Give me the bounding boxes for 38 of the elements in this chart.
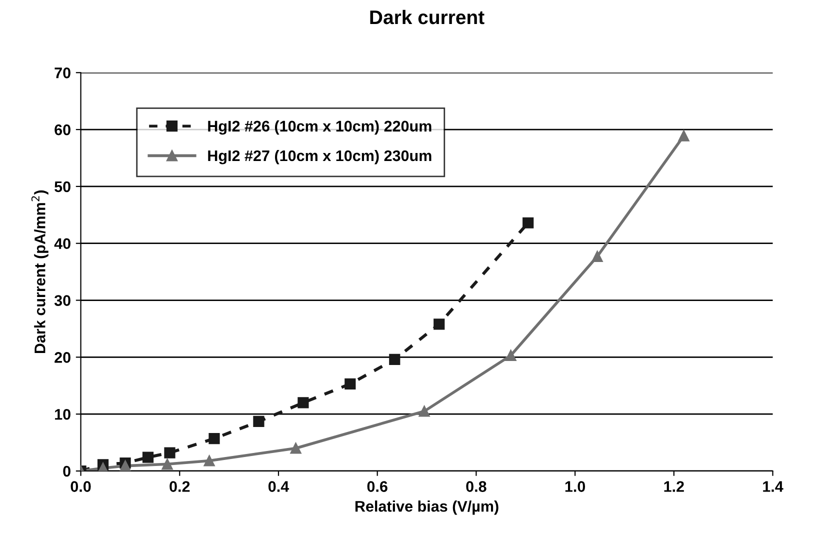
y-tick-label: 50: [54, 181, 70, 192]
point: [290, 442, 302, 454]
x-tick-label: 0.4: [268, 481, 290, 492]
y-tick-label: 20: [54, 352, 70, 363]
point: [434, 318, 445, 330]
y-tick-label: 40: [54, 238, 70, 250]
point: [253, 416, 264, 428]
point: [522, 217, 534, 228]
point: [505, 350, 516, 362]
y-tick-label: 30: [54, 295, 70, 306]
x-tick-label: 0.8: [466, 481, 486, 492]
x-axis-title: Relative bias (V/µm): [355, 500, 498, 515]
x-tick-label: 1.0: [565, 481, 586, 492]
point: [298, 397, 309, 408]
point: [678, 130, 690, 142]
y-tick-label: 0: [63, 466, 70, 477]
point: [204, 455, 215, 466]
x-tick-label: 1.2: [664, 481, 684, 492]
y-axis-title: Dark current (pA/mm$^{2}$): [31, 190, 48, 354]
point: [208, 433, 220, 444]
x-tick-label: 1.4: [763, 481, 784, 492]
x-tick-label: 0.2: [170, 481, 190, 492]
point: [164, 447, 176, 458]
point: [142, 452, 154, 463]
chart-title: Dark current: [370, 10, 484, 24]
legend-label: HgI2 #27 (10cm x 10cm) 230um: [208, 150, 432, 164]
legend-label: HgI2 #26 (10cm x 10cm) 220um: [208, 120, 432, 135]
y-tick-label: 60: [54, 124, 70, 136]
y-tick-label: 10: [55, 408, 70, 420]
x-tick-label: 0.0: [70, 481, 91, 492]
point: [592, 250, 603, 262]
x-tick-label: 0.6: [367, 481, 388, 492]
point: [389, 354, 400, 366]
point: [162, 458, 173, 470]
point: [120, 460, 131, 471]
point: [344, 378, 356, 390]
point: [418, 406, 430, 417]
y-tick-label: 70: [54, 67, 70, 78]
